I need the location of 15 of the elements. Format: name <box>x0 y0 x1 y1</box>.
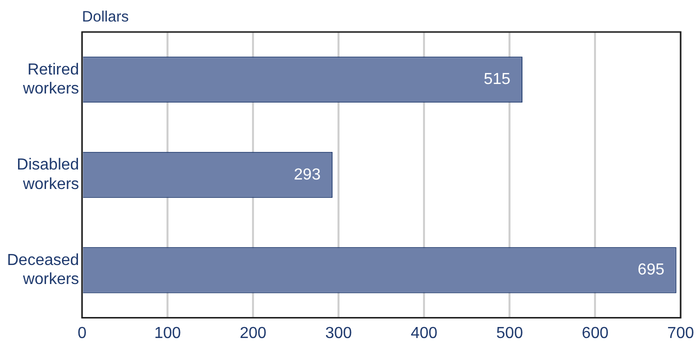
x-tick-label: 400 <box>410 324 438 342</box>
y-tick-label: Deceased workers <box>7 252 80 288</box>
x-tick-label: 100 <box>154 324 182 342</box>
data-label: 515 <box>484 71 511 88</box>
x-axis-title: Dollars <box>82 8 129 26</box>
x-tick-label: 300 <box>325 324 352 342</box>
x-tick-label: 200 <box>240 324 267 342</box>
data-label: 293 <box>294 166 321 184</box>
x-tick-label: 700 <box>667 324 694 342</box>
x-tick-label: 500 <box>496 324 524 342</box>
data-label: 695 <box>638 262 664 279</box>
x-tick-label: 600 <box>582 324 609 342</box>
x-tick-label: 0 <box>78 324 87 342</box>
y-tick-label: Disabled workers <box>16 156 80 193</box>
y-tick-label: Retired workers <box>22 61 80 98</box>
